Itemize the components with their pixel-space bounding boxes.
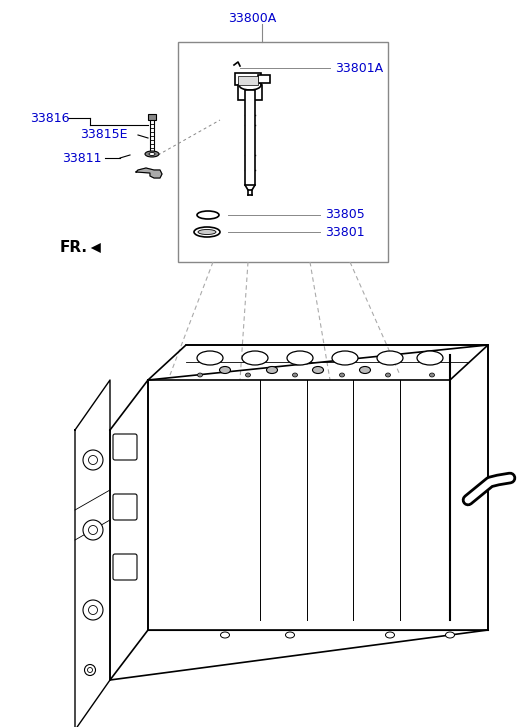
Ellipse shape (246, 373, 250, 377)
FancyBboxPatch shape (113, 434, 137, 460)
Ellipse shape (446, 632, 455, 638)
Ellipse shape (417, 351, 443, 365)
Ellipse shape (360, 366, 371, 374)
Ellipse shape (340, 373, 344, 377)
Ellipse shape (88, 667, 92, 672)
Ellipse shape (83, 450, 103, 470)
Ellipse shape (83, 600, 103, 620)
Ellipse shape (221, 632, 230, 638)
Text: 33805: 33805 (325, 209, 365, 222)
Text: 33811: 33811 (62, 151, 101, 164)
Polygon shape (136, 168, 162, 178)
Ellipse shape (89, 606, 98, 614)
Bar (258, 75, 270, 83)
Ellipse shape (89, 456, 98, 465)
Ellipse shape (377, 351, 403, 365)
Bar (245, 90, 255, 185)
Bar (148, 114, 156, 120)
Ellipse shape (385, 373, 391, 377)
Ellipse shape (197, 373, 203, 377)
Bar (178, 42, 388, 262)
Ellipse shape (385, 632, 394, 638)
Ellipse shape (83, 520, 103, 540)
Ellipse shape (286, 632, 295, 638)
Ellipse shape (242, 351, 268, 365)
Text: 33816: 33816 (30, 111, 70, 124)
FancyBboxPatch shape (113, 554, 137, 580)
Ellipse shape (429, 373, 435, 377)
Text: 33801A: 33801A (335, 62, 383, 74)
Text: 33800A: 33800A (228, 12, 276, 25)
Ellipse shape (198, 230, 216, 235)
Ellipse shape (267, 366, 278, 374)
Ellipse shape (220, 366, 231, 374)
Bar (238, 76, 258, 85)
FancyBboxPatch shape (113, 494, 137, 520)
Ellipse shape (194, 227, 220, 237)
Ellipse shape (293, 373, 297, 377)
Ellipse shape (89, 526, 98, 534)
Ellipse shape (197, 351, 223, 365)
Ellipse shape (84, 664, 96, 675)
Bar (235, 73, 261, 85)
Ellipse shape (197, 211, 219, 219)
Ellipse shape (239, 80, 261, 90)
Bar (238, 85, 262, 100)
Ellipse shape (145, 151, 159, 157)
Ellipse shape (149, 153, 155, 156)
Ellipse shape (287, 351, 313, 365)
Ellipse shape (313, 366, 324, 374)
Text: 33815E: 33815E (80, 129, 127, 142)
Ellipse shape (332, 351, 358, 365)
Text: 33801: 33801 (325, 225, 365, 238)
Text: FR.: FR. (60, 241, 88, 255)
